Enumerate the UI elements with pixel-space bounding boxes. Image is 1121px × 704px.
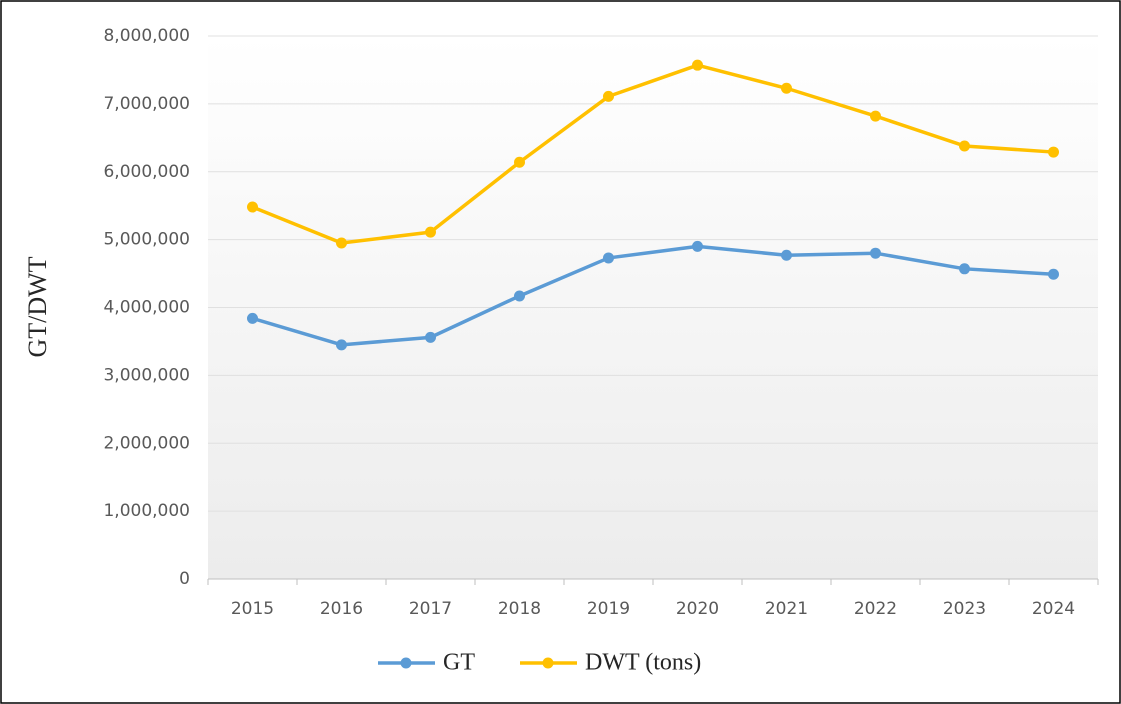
- legend-label: GT: [443, 650, 475, 676]
- point: [247, 312, 258, 324]
- y-tick-label: 0: [179, 569, 190, 589]
- series-line: [252, 244, 1054, 347]
- x-tick-label: 2018: [498, 599, 541, 619]
- x-tick-label: 2022: [854, 599, 897, 619]
- y-axis-label: GT/DWT: [23, 256, 52, 357]
- x-tick-label: 2024: [1032, 599, 1075, 619]
- point: [336, 237, 347, 249]
- point: [1048, 146, 1059, 158]
- point: [781, 249, 792, 261]
- point: [959, 263, 970, 275]
- point: [870, 110, 881, 122]
- point: [959, 140, 970, 152]
- legend-label: DWT (tons): [585, 650, 701, 676]
- point: [514, 156, 525, 168]
- y-tick-label: 5,000,000: [103, 230, 190, 250]
- x-tick-label: 2019: [587, 599, 630, 619]
- x-tick-label: 2020: [676, 599, 719, 619]
- y-tick-label: 4,000,000: [103, 298, 190, 318]
- x-tick-label: 2023: [943, 599, 986, 619]
- legend-marker: [400, 657, 412, 669]
- point: [781, 82, 792, 94]
- legend-marker: [542, 657, 554, 669]
- point: [336, 339, 347, 351]
- point: [425, 331, 436, 343]
- point: [603, 252, 614, 264]
- y-tick-label: 2,000,000: [103, 433, 190, 453]
- point: [514, 290, 525, 302]
- point: [870, 247, 881, 259]
- point: [247, 201, 258, 213]
- x-tick-label: 2015: [231, 599, 274, 619]
- y-tick-label: 1,000,000: [103, 501, 190, 521]
- y-tick-label: 3,000,000: [103, 365, 190, 385]
- y-tick-label: 8,000,000: [103, 26, 190, 46]
- x-tick-label: 2017: [409, 599, 452, 619]
- y-tick-label: 7,000,000: [103, 94, 190, 114]
- y-tick-label: 6,000,000: [103, 162, 190, 182]
- x-tick-label: 2021: [765, 599, 808, 619]
- point: [692, 59, 703, 71]
- x-tick-label: 2016: [320, 599, 363, 619]
- series-line: [251, 63, 1054, 245]
- point: [603, 90, 614, 102]
- point: [425, 226, 436, 238]
- point: [1048, 268, 1059, 280]
- point: [692, 240, 703, 252]
